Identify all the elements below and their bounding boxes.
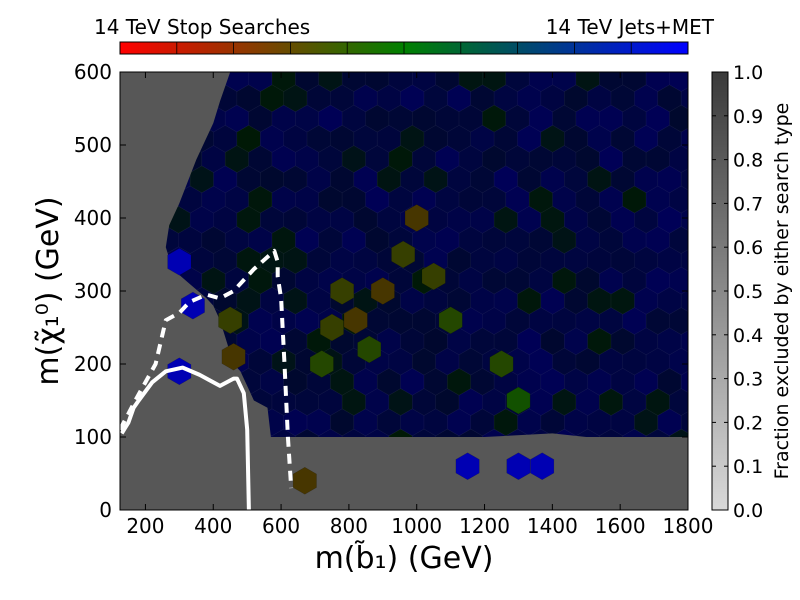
- right-colorbar-tick-label: 0.3: [733, 369, 763, 391]
- hexbin-cell: [482, 72, 507, 92]
- hexbin-cell: [411, 72, 436, 92]
- hexbin-cell: [224, 72, 249, 92]
- y-axis-label: m(χ̃₁⁰) (GeV): [31, 196, 66, 385]
- x-tick-label: 1200: [459, 514, 510, 538]
- hexbin-cell: [505, 72, 530, 92]
- y-tick-label: 400: [74, 206, 112, 230]
- highlighted-cell: [391, 240, 416, 269]
- top-colorbar-left-label: 14 TeV Stop Searches: [94, 15, 310, 39]
- x-axis-label: m(b̃₁) (GeV): [315, 541, 494, 576]
- excluded-region: [120, 72, 688, 510]
- highlighted-cell: [357, 335, 382, 364]
- hexbin-cell: [85, 227, 108, 254]
- hexbin-cell: [458, 72, 483, 92]
- hexbin-cell: [365, 72, 390, 92]
- y-axis-ticks: 0 100 200 300 400 500 600: [74, 60, 688, 522]
- highlighted-cell: [455, 452, 480, 481]
- highlighted-cell: [221, 342, 246, 371]
- hexbin-cell: [85, 308, 108, 335]
- plot-area: [85, 71, 689, 511]
- highlighted-cell: [167, 357, 192, 386]
- y-tick-label: 500: [74, 133, 112, 157]
- x-axis-label-text: m(b̃₁) (GeV): [315, 541, 494, 576]
- right-colorbar-label: Fraction excluded by either search type: [771, 103, 793, 480]
- right-colorbar-tick-label: 0.2: [733, 412, 763, 434]
- highlighted-cell: [330, 277, 355, 305]
- hexbin-cell: [645, 72, 670, 92]
- hexbin-cell: [120, 172, 121, 187]
- hexbin-cell: [341, 72, 366, 92]
- x-tick-label: 1400: [527, 514, 578, 538]
- right-colorbar-tick-label: 1.0: [733, 62, 763, 84]
- hexbin-cell: [318, 72, 343, 92]
- hexbin-cell: [85, 470, 108, 497]
- top-colorbar-right-label: 14 TeV Jets+MET: [546, 15, 715, 39]
- highlighted-cell: [506, 452, 531, 481]
- highlighted-cell: [489, 350, 514, 378]
- y-tick-label: 200: [74, 352, 112, 376]
- hexbin-cell: [435, 72, 460, 92]
- x-tick-label: 1600: [595, 514, 646, 538]
- highlighted-cell: [343, 306, 368, 335]
- y-tick-label: 300: [74, 279, 112, 303]
- right-colorbar-tick-label: 0.4: [733, 325, 763, 347]
- highlighted-cell: [506, 386, 531, 415]
- highlighted-cell: [421, 262, 446, 291]
- y-tick-label: 100: [74, 425, 112, 449]
- hexbin-cell: [388, 72, 413, 92]
- y-axis-label-text: m(χ̃₁⁰) (GeV): [31, 196, 66, 385]
- x-tick-label: 600: [262, 514, 300, 538]
- x-tick-label: 800: [330, 514, 368, 538]
- exclusion-contours: [120, 248, 294, 510]
- right-colorbar-tick-label: 0.6: [733, 237, 763, 259]
- contour-dashed: [120, 248, 294, 489]
- top-colorbar-dividers: [176, 42, 632, 54]
- hexbin-cell: [248, 72, 273, 92]
- right-colorbar-tick-label: 0.0: [733, 500, 763, 522]
- highlighted-cell: [218, 306, 243, 335]
- highlighted-cell: [309, 350, 334, 378]
- highlighted-cell: [319, 313, 344, 342]
- x-tick-label: 400: [194, 514, 232, 538]
- hexbin-cell: [271, 72, 296, 92]
- hexbin-cell: [120, 91, 121, 106]
- hexbin-cell: [552, 72, 577, 92]
- hexbin-cell: [669, 72, 688, 92]
- right-colorbar-tick-label: 0.7: [733, 193, 763, 215]
- contour-solid: [120, 365, 251, 510]
- hexbin-cell: [575, 72, 600, 92]
- right-colorbar-tick-label: 0.8: [733, 150, 763, 172]
- highlighted-cell: [438, 306, 463, 335]
- y-tick-label: 600: [74, 60, 112, 84]
- hexbin-cell: [528, 72, 553, 92]
- top-colorbar: 14 TeV Stop Searches 14 TeV Jets+MET: [94, 15, 715, 55]
- x-axis-ticks: 200 400 600 800 1000 1200 1400 1600 1800: [126, 72, 713, 538]
- hexbin-cell: [599, 72, 624, 92]
- x-tick-label: 1000: [391, 514, 442, 538]
- hexbin-cell: [85, 389, 108, 416]
- highlighted-cell: [292, 466, 317, 495]
- highlighted-cell: [530, 452, 555, 481]
- x-tick-label: 200: [126, 514, 164, 538]
- right-colorbar-ticks: 0.0 0.1 0.2 0.3 0.4 0.5 0.6 0.7 0.8 0.9 1.0: [712, 62, 763, 522]
- hexbin-cell: [622, 72, 647, 92]
- highlighted-cell: [167, 247, 192, 276]
- right-colorbar-tick-label: 0.5: [733, 281, 763, 303]
- y-tick-label: 0: [99, 498, 112, 522]
- x-tick-label: 1800: [663, 514, 714, 538]
- hexbin-cell: [85, 105, 108, 132]
- hexbin-cell: [120, 253, 121, 268]
- highlighted-cells: [167, 204, 555, 495]
- right-colorbar-tick-label: 0.9: [733, 106, 763, 128]
- hexbin-cell: [120, 334, 121, 349]
- right-colorbar: 0.0 0.1 0.2 0.3 0.4 0.5 0.6 0.7 0.8 0.9 1.0 Fracti…: [711, 62, 793, 522]
- hexbin-cell: [295, 72, 320, 92]
- hexbin-cell: [376, 509, 378, 510]
- highlighted-cell: [370, 277, 395, 305]
- highlighted-cell: [404, 204, 429, 232]
- right-colorbar-tick-label: 0.1: [733, 456, 763, 478]
- hexbin-cell: [120, 455, 121, 470]
